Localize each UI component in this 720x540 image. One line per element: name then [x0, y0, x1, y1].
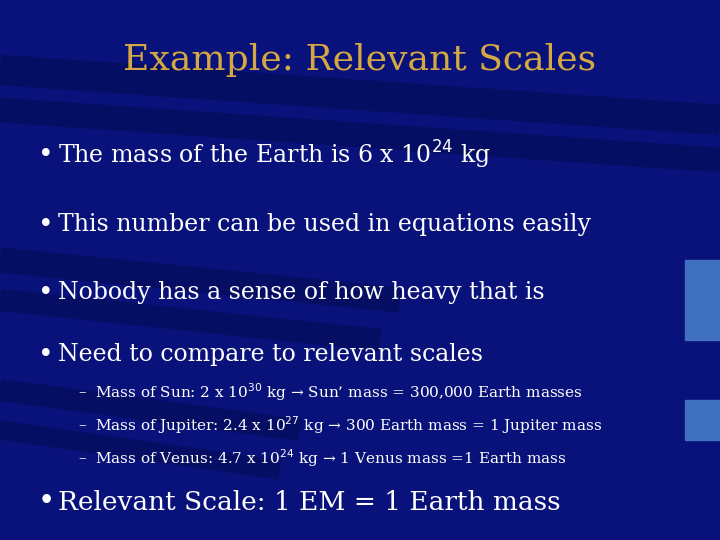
Text: •: •: [38, 488, 55, 516]
Text: This number can be used in equations easily: This number can be used in equations eas…: [58, 213, 591, 237]
Text: Need to compare to relevant scales: Need to compare to relevant scales: [58, 343, 483, 367]
Text: The mass of the Earth is 6 x 10$^{24}$ kg: The mass of the Earth is 6 x 10$^{24}$ k…: [58, 139, 491, 171]
Text: •: •: [38, 342, 53, 368]
Text: Mass of Venus: 4.7 x 10$^{24}$ kg → 1 Venus mass =1 Earth mass: Mass of Venus: 4.7 x 10$^{24}$ kg → 1 Ve…: [95, 447, 567, 469]
Text: –: –: [78, 451, 86, 465]
Text: –: –: [78, 418, 86, 432]
Text: Example: Relevant Scales: Example: Relevant Scales: [123, 43, 597, 77]
Text: Relevant Scale: 1 EM = 1 Earth mass: Relevant Scale: 1 EM = 1 Earth mass: [58, 489, 561, 515]
Text: –: –: [78, 385, 86, 399]
Bar: [685, 400, 720, 440]
Text: •: •: [38, 280, 53, 305]
Text: Mass of Sun: 2 x 10$^{30}$ kg → Sun’ mass = 300,000 Earth masses: Mass of Sun: 2 x 10$^{30}$ kg → Sun’ mas…: [95, 381, 582, 403]
Text: Nobody has a sense of how heavy that is: Nobody has a sense of how heavy that is: [58, 280, 544, 303]
Text: Mass of Jupiter: 2.4 x 10$^{27}$ kg → 300 Earth mass = 1 Jupiter mass: Mass of Jupiter: 2.4 x 10$^{27}$ kg → 30…: [95, 414, 602, 436]
Text: •: •: [38, 213, 53, 238]
Text: •: •: [38, 143, 53, 167]
Bar: [685, 260, 720, 340]
